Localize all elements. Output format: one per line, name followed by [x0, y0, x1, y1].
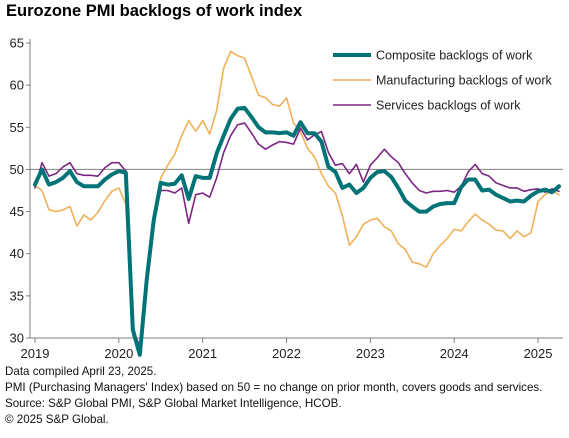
x-tick-label: 2024	[440, 346, 469, 361]
y-tick-label: 65	[10, 36, 24, 51]
y-tick-label: 60	[10, 78, 24, 93]
x-tick-label: 2025	[524, 346, 553, 361]
x-tick-label: 2023	[356, 346, 385, 361]
x-axis: 2019 2020 2021 2022 2023 2024 2025	[21, 337, 563, 361]
footnotes: Data compiled April 23, 2025. PMI (Purch…	[5, 364, 542, 428]
footnote-source: Source: S&P Global PMI, S&P Global Marke…	[5, 397, 342, 410]
x-tick-label: 2020	[104, 346, 133, 361]
y-tick-label: 55	[10, 120, 24, 135]
legend-composite-label: Composite backlogs of work	[376, 49, 533, 63]
x-tick-label: 2021	[188, 346, 217, 361]
x-tick-label: 2019	[21, 346, 50, 361]
legend-services-label: Services backlogs of work	[376, 99, 521, 113]
series-layer	[33, 50, 561, 357]
chart-title: Eurozone PMI backlogs of work index	[6, 2, 303, 20]
chart-svg: 30 35 40 45 50 55 60 65 2019 2020 2021 2022 2023 202…	[10, 36, 563, 361]
y-tick-label: 35	[10, 288, 24, 303]
y-tick-label: 30	[10, 331, 24, 346]
manufacturing-line	[34, 50, 560, 348]
y-tick-label: 40	[10, 246, 24, 261]
footnote-pmi-definition: PMI (Purchasing Managers' Index) based o…	[5, 381, 543, 394]
footnote-copyright: © 2025 S&P Global.	[5, 413, 109, 426]
services-line	[34, 122, 560, 348]
y-tick-label: 50	[10, 162, 24, 177]
footnote-compiled: Data compiled April 23, 2025.	[5, 365, 157, 378]
legend-manufacturing-label: Manufacturing backlogs of work	[376, 74, 553, 88]
y-tick-label: 45	[10, 204, 24, 219]
legend: Composite backlogs of work Manufacturing …	[333, 49, 553, 113]
x-tick-label: 2022	[272, 346, 301, 361]
composite-line	[33, 105, 561, 357]
